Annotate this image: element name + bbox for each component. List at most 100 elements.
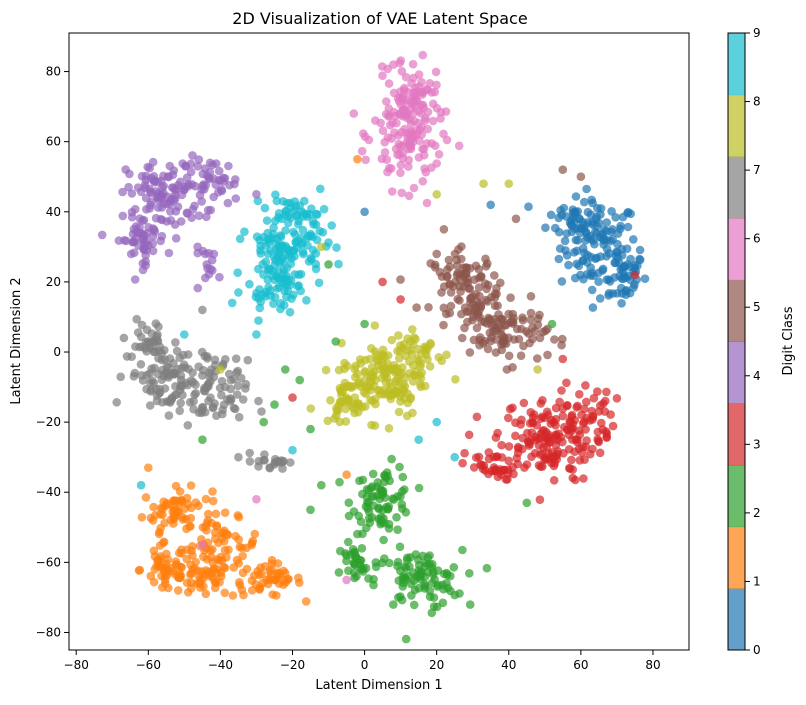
data-point bbox=[395, 462, 404, 472]
data-point bbox=[234, 535, 243, 544]
x-tick-label: −80 bbox=[64, 658, 89, 672]
data-point bbox=[220, 545, 230, 555]
data-point bbox=[284, 574, 293, 584]
data-point bbox=[175, 406, 184, 416]
data-point bbox=[446, 586, 455, 596]
data-point bbox=[397, 368, 406, 378]
data-point bbox=[217, 390, 226, 400]
data-point bbox=[169, 503, 178, 512]
data-point bbox=[406, 142, 416, 151]
data-point bbox=[213, 555, 222, 564]
data-point bbox=[497, 440, 506, 450]
data-point bbox=[538, 462, 547, 471]
data-point bbox=[280, 286, 289, 296]
data-point bbox=[198, 371, 207, 380]
data-point bbox=[380, 137, 390, 147]
outlier-point bbox=[450, 452, 460, 462]
data-point bbox=[155, 389, 164, 398]
data-point bbox=[442, 309, 451, 319]
data-point bbox=[476, 302, 486, 312]
data-point bbox=[528, 418, 537, 427]
data-point bbox=[533, 320, 543, 330]
outlier-point bbox=[259, 417, 269, 427]
data-point bbox=[408, 100, 418, 109]
data-point bbox=[563, 401, 572, 410]
data-point bbox=[543, 350, 552, 360]
data-point bbox=[404, 191, 414, 201]
outlier-point bbox=[180, 330, 189, 339]
data-point bbox=[358, 475, 368, 485]
data-point bbox=[604, 291, 613, 300]
data-point bbox=[367, 420, 376, 430]
data-point bbox=[257, 569, 266, 579]
data-point bbox=[177, 512, 187, 522]
data-point bbox=[617, 299, 626, 308]
data-point bbox=[568, 419, 578, 429]
data-point bbox=[582, 436, 591, 445]
data-point bbox=[483, 344, 493, 354]
data-point bbox=[254, 293, 263, 303]
data-point bbox=[583, 207, 593, 217]
data-point bbox=[546, 210, 556, 220]
data-point bbox=[424, 303, 433, 312]
data-point bbox=[276, 256, 285, 266]
data-point bbox=[546, 419, 556, 428]
data-point bbox=[265, 463, 275, 473]
data-point bbox=[438, 580, 447, 590]
data-point bbox=[276, 304, 285, 314]
x-tick-label: 0 bbox=[361, 658, 369, 672]
data-point bbox=[427, 163, 436, 172]
data-point bbox=[131, 234, 141, 243]
data-point bbox=[407, 79, 416, 88]
data-point bbox=[218, 409, 227, 419]
outlier-point bbox=[306, 424, 315, 434]
data-point bbox=[245, 279, 254, 289]
data-point bbox=[635, 245, 645, 255]
data-point bbox=[474, 273, 484, 283]
data-point bbox=[439, 320, 448, 330]
data-point bbox=[252, 232, 262, 241]
data-point bbox=[557, 277, 567, 286]
data-point bbox=[198, 523, 208, 532]
data-point bbox=[194, 362, 203, 372]
data-point bbox=[145, 204, 154, 213]
y-tick-label: 0 bbox=[53, 345, 61, 359]
outlier-point bbox=[342, 470, 351, 480]
colorbar-tick-label: 3 bbox=[753, 437, 761, 451]
outlier-point bbox=[306, 505, 315, 515]
data-point bbox=[294, 573, 303, 583]
data-point bbox=[472, 412, 482, 422]
data-point bbox=[404, 155, 414, 165]
data-point bbox=[401, 563, 411, 573]
data-point bbox=[255, 585, 264, 594]
data-point bbox=[332, 403, 341, 413]
data-point bbox=[175, 487, 185, 496]
data-point bbox=[127, 189, 137, 198]
data-point bbox=[558, 437, 567, 447]
data-point bbox=[392, 513, 401, 522]
data-point bbox=[335, 397, 345, 407]
data-point bbox=[142, 229, 152, 238]
data-point bbox=[359, 129, 368, 138]
data-point bbox=[581, 381, 590, 390]
outlier-point bbox=[324, 260, 333, 269]
data-point bbox=[182, 524, 191, 534]
data-point bbox=[182, 173, 192, 182]
data-point bbox=[454, 141, 464, 151]
data-point bbox=[205, 372, 214, 381]
data-point bbox=[408, 93, 418, 103]
data-point bbox=[427, 88, 437, 97]
data-point bbox=[370, 321, 380, 330]
data-point bbox=[369, 501, 378, 510]
data-point bbox=[285, 198, 295, 208]
data-point bbox=[405, 131, 415, 140]
colorbar bbox=[727, 32, 746, 651]
data-point bbox=[371, 558, 381, 567]
data-point bbox=[334, 259, 343, 269]
data-point bbox=[189, 404, 198, 414]
y-tick-label: −40 bbox=[36, 485, 61, 499]
data-point bbox=[145, 163, 154, 173]
data-point bbox=[154, 322, 163, 332]
data-point bbox=[570, 224, 579, 233]
